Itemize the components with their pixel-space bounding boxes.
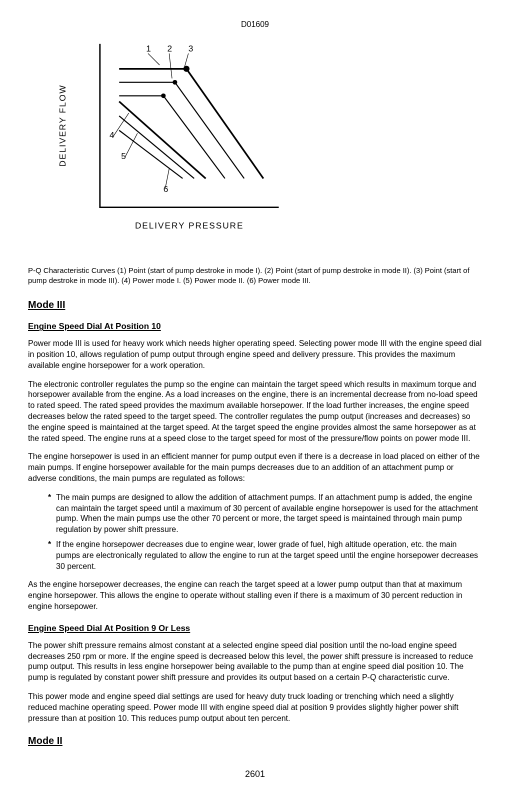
list-item: The main pumps are designed to allow the… <box>56 493 482 536</box>
paragraph: Power mode III is used for heavy work wh… <box>28 339 482 371</box>
pq-chart: DELIVERY FLOW DELIVERY PRESSURE 1 2 3 4 5 6 <box>48 34 298 248</box>
svg-text:1: 1 <box>146 44 151 54</box>
paragraph: The power shift pressure remains almost … <box>28 641 482 684</box>
paragraph: The engine horsepower is used in an effi… <box>28 452 482 484</box>
doc-id: D01609 <box>28 20 482 29</box>
svg-text:2: 2 <box>167 44 172 54</box>
page-number: 2601 <box>28 769 482 779</box>
heading-dial10: Engine Speed Dial At Position 10 <box>28 321 482 331</box>
heading-dial9: Engine Speed Dial At Position 9 Or Less <box>28 623 482 633</box>
svg-text:5: 5 <box>121 151 126 161</box>
paragraph: This power mode and engine speed dial se… <box>28 692 482 724</box>
svg-text:3: 3 <box>188 44 193 54</box>
heading-mode2: Mode II <box>28 736 482 747</box>
chart-caption: P-Q Characteristic Curves (1) Point (sta… <box>28 266 482 286</box>
svg-text:DELIVERY FLOW: DELIVERY FLOW <box>57 84 67 166</box>
paragraph: As the engine horsepower decreases, the … <box>28 580 482 612</box>
paragraph: The electronic controller regulates the … <box>28 380 482 445</box>
svg-text:6: 6 <box>163 184 168 194</box>
svg-text:4: 4 <box>110 130 115 140</box>
list-item: If the engine horsepower decreases due t… <box>56 540 482 572</box>
heading-mode3: Mode III <box>28 300 482 311</box>
svg-text:DELIVERY PRESSURE: DELIVERY PRESSURE <box>135 220 244 230</box>
bullet-list: The main pumps are designed to allow the… <box>28 493 482 573</box>
